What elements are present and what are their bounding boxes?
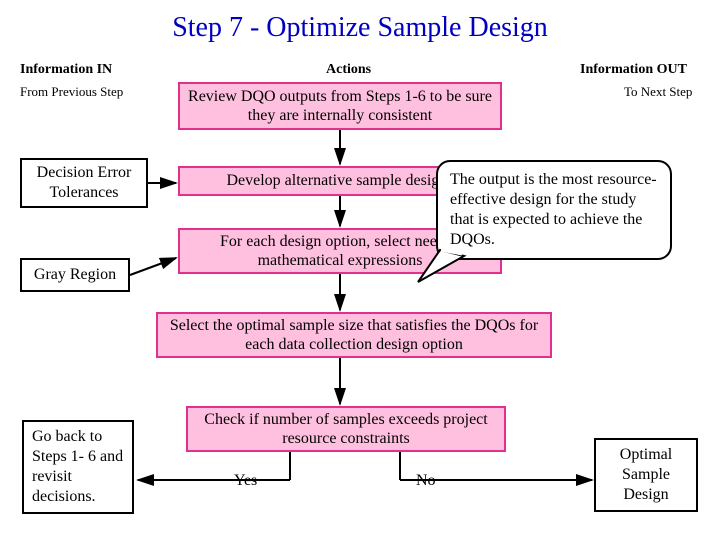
col-actions: Actions bbox=[326, 62, 371, 78]
col-info-in: Information IN bbox=[20, 62, 112, 78]
side-box-decision-error: Decision Error Tolerances bbox=[20, 158, 148, 208]
label-yes: Yes bbox=[234, 472, 257, 490]
side-box-optimal: Optimal Sample Design bbox=[594, 438, 698, 512]
action-select: Select the optimal sample size that sati… bbox=[156, 312, 552, 358]
col-info-out: Information OUT bbox=[580, 62, 687, 78]
callout-output: The output is the most resource-effectiv… bbox=[436, 160, 672, 260]
label-no: No bbox=[416, 472, 436, 490]
from-prev-label: From Previous Step bbox=[20, 84, 123, 100]
page-title: Step 7 - Optimize Sample Design bbox=[0, 0, 720, 44]
action-check: Check if number of samples exceeds proje… bbox=[186, 406, 506, 452]
side-box-gray-region: Gray Region bbox=[20, 258, 130, 292]
action-review: Review DQO outputs from Steps 1-6 to be … bbox=[178, 82, 502, 130]
side-box-go-back: Go back to Steps 1- 6 and revisit decisi… bbox=[22, 420, 134, 514]
to-next-label: To Next Step bbox=[624, 84, 692, 100]
